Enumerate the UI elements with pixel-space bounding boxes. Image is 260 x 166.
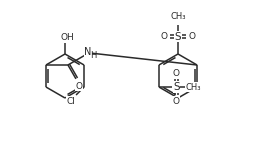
Text: O: O <box>188 32 196 41</box>
Text: O: O <box>160 32 167 41</box>
Text: OH: OH <box>60 33 74 42</box>
Text: N: N <box>84 47 92 57</box>
Text: CH₃: CH₃ <box>185 83 201 91</box>
Text: CH₃: CH₃ <box>170 12 186 21</box>
Text: O: O <box>173 69 180 78</box>
Text: O: O <box>75 82 82 91</box>
Text: Cl: Cl <box>67 96 75 106</box>
Text: S: S <box>173 82 180 92</box>
Text: S: S <box>175 32 181 42</box>
Text: H: H <box>90 50 96 59</box>
Text: O: O <box>173 96 180 106</box>
